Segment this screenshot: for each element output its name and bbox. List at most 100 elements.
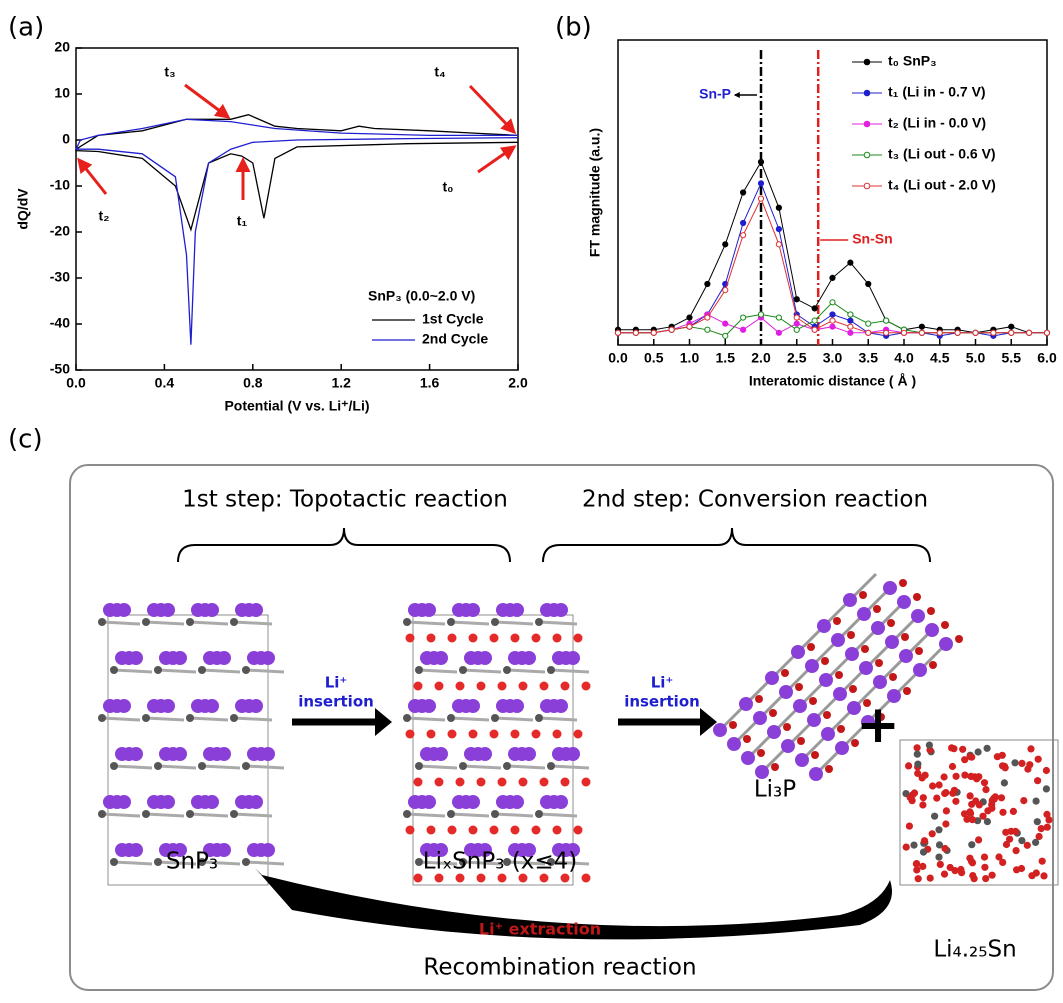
data-point xyxy=(848,312,853,317)
atom xyxy=(406,730,415,739)
atom xyxy=(154,762,162,770)
bond xyxy=(158,670,196,672)
atom xyxy=(859,661,873,675)
y-tick-label: -30 xyxy=(50,269,70,285)
atom xyxy=(992,793,999,800)
bond xyxy=(407,718,445,720)
atom xyxy=(883,581,897,595)
atom xyxy=(403,810,411,818)
atom xyxy=(807,643,815,651)
atom xyxy=(519,778,528,787)
bond xyxy=(158,766,196,768)
atom xyxy=(161,603,175,617)
bond xyxy=(419,670,457,672)
data-point xyxy=(723,321,728,326)
annotation-arrow xyxy=(79,160,106,194)
atom xyxy=(885,635,899,649)
bond xyxy=(202,670,240,672)
atom xyxy=(161,795,175,809)
panel-label: (a) xyxy=(8,13,44,43)
atom xyxy=(765,671,779,685)
annotation: t₁ xyxy=(237,213,248,229)
atom xyxy=(835,671,843,679)
atom xyxy=(913,593,921,601)
atom xyxy=(849,685,857,693)
atom xyxy=(936,841,943,848)
atom xyxy=(931,813,938,820)
x-tick-label: 3.5 xyxy=(859,350,879,366)
atom xyxy=(154,666,162,674)
data-point xyxy=(1009,324,1014,329)
bond xyxy=(551,766,589,768)
atom xyxy=(942,820,949,827)
atom xyxy=(1008,828,1015,835)
atom xyxy=(98,618,106,626)
bond xyxy=(551,670,589,672)
atom xyxy=(447,810,455,818)
data-point xyxy=(919,330,924,335)
atom xyxy=(110,666,118,674)
atom xyxy=(477,778,486,787)
atom xyxy=(833,687,847,701)
data-point xyxy=(758,312,763,317)
atom xyxy=(186,714,194,722)
data-point xyxy=(884,330,889,335)
data-point xyxy=(776,227,781,232)
atom xyxy=(935,854,942,861)
atom xyxy=(1013,866,1020,873)
y-tick-label: -10 xyxy=(50,177,70,193)
atom xyxy=(1010,808,1017,815)
atom xyxy=(821,727,835,741)
atom xyxy=(875,659,883,667)
atom xyxy=(871,621,885,635)
atom xyxy=(415,762,423,770)
atom xyxy=(554,603,568,617)
atom xyxy=(837,725,845,733)
atom xyxy=(925,623,939,637)
atom xyxy=(511,730,520,739)
atom xyxy=(403,714,411,722)
atom xyxy=(448,730,457,739)
data-point xyxy=(901,330,906,335)
atom xyxy=(889,673,897,681)
atom xyxy=(919,863,926,870)
data-point xyxy=(776,330,781,335)
atom xyxy=(821,657,829,665)
atom xyxy=(1013,847,1020,854)
atom xyxy=(1033,798,1040,805)
atom xyxy=(861,645,869,653)
atom xyxy=(217,651,231,665)
atom xyxy=(129,747,143,761)
annotation: t₀ xyxy=(443,179,454,195)
atom xyxy=(988,805,995,812)
atom xyxy=(935,826,942,833)
atom xyxy=(117,699,131,713)
atom xyxy=(554,795,568,809)
data-point xyxy=(776,242,781,247)
atom xyxy=(230,618,238,626)
bond xyxy=(190,718,228,720)
atom xyxy=(873,605,881,613)
bond xyxy=(114,670,152,672)
atom xyxy=(511,826,520,835)
bond xyxy=(146,814,184,816)
atom xyxy=(1039,858,1046,865)
atom xyxy=(968,841,975,848)
atom xyxy=(1002,764,1009,771)
atom xyxy=(1020,797,1027,804)
atom xyxy=(173,651,187,665)
atom xyxy=(261,651,275,665)
legend-label: t₀ SnP₃ xyxy=(888,53,937,69)
data-point xyxy=(687,324,692,329)
charts: (a)0.00.40.81.21.62.0-50-40-30-20-100102… xyxy=(8,13,1057,414)
atom xyxy=(950,745,957,752)
atom xyxy=(1043,811,1050,818)
bond xyxy=(190,814,228,816)
atom xyxy=(422,603,436,617)
atom xyxy=(477,874,486,883)
atom xyxy=(498,682,507,691)
annotation-arrow xyxy=(185,85,228,117)
data-point xyxy=(812,318,817,323)
bond xyxy=(539,718,577,720)
atom xyxy=(503,762,511,770)
